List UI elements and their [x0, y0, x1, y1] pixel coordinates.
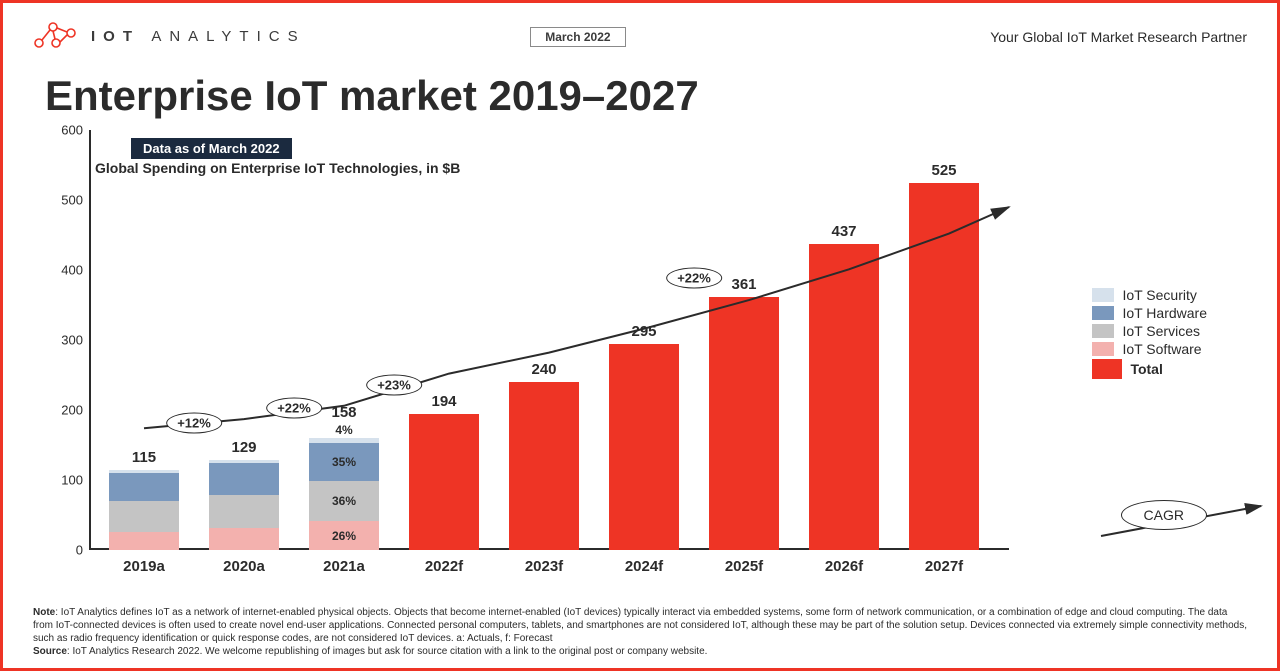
legend-label: Total [1130, 361, 1162, 377]
x-label: 2021a [299, 558, 389, 575]
legend-item-software: IoT Software [1092, 341, 1207, 357]
growth-bubble: +22% [266, 397, 322, 418]
chart: Data as of March 2022 Global Spending on… [45, 130, 1247, 580]
growth-bubble: +22% [666, 268, 722, 289]
brand-text: IOT ANALYTICS [91, 28, 306, 45]
legend-item-security: IoT Security [1092, 287, 1207, 303]
x-label: 2025f [699, 558, 789, 575]
logo-group: IOT ANALYTICS [33, 19, 306, 54]
network-icon [33, 19, 77, 54]
x-label: 2023f [499, 558, 589, 575]
y-tick: 300 [49, 333, 83, 348]
cagr-indicator: CAGR [1121, 500, 1207, 530]
x-label: 2020a [199, 558, 289, 575]
y-tick: 200 [49, 403, 83, 418]
legend-label: IoT Services [1122, 323, 1200, 339]
tagline: Your Global IoT Market Research Partner [990, 29, 1247, 45]
y-tick: 600 [49, 123, 83, 138]
legend-label: IoT Software [1122, 341, 1201, 357]
legend-swatch [1092, 342, 1114, 356]
y-tick: 0 [49, 543, 83, 558]
chart-date-badge: Data as of March 2022 [131, 138, 292, 159]
legend-swatch [1092, 359, 1122, 379]
chart-subtitle: Global Spending on Enterprise IoT Techno… [95, 160, 460, 176]
legend-swatch [1092, 306, 1114, 320]
x-label: 2024f [599, 558, 689, 575]
legend-swatch [1092, 288, 1114, 302]
cagr-label: CAGR [1121, 500, 1207, 530]
legend-item-hardware: IoT Hardware [1092, 305, 1207, 321]
y-tick: 400 [49, 263, 83, 278]
x-label: 2027f [899, 558, 989, 575]
footnote: Note: IoT Analytics defines IoT as a net… [33, 606, 1247, 658]
growth-bubble: +23% [366, 374, 422, 395]
trend-arrow [89, 130, 1009, 550]
x-label: 2022f [399, 558, 489, 575]
header: IOT ANALYTICS March 2022 Your Global IoT… [3, 3, 1277, 54]
y-tick: 100 [49, 473, 83, 488]
legend-label: IoT Hardware [1122, 305, 1207, 321]
legend-item-total: Total [1092, 359, 1207, 379]
y-tick: 500 [49, 193, 83, 208]
growth-bubble: +12% [166, 412, 222, 433]
legend-swatch [1092, 324, 1114, 338]
page-title: Enterprise IoT market 2019–2027 [3, 54, 1277, 120]
legend: IoT Security IoT Hardware IoT Services IoT … [1092, 285, 1207, 381]
plot-area: 01002003004005006001152019a1292020a26%36… [89, 130, 1009, 550]
x-label: 2026f [799, 558, 889, 575]
date-badge: March 2022 [530, 27, 625, 47]
legend-item-services: IoT Services [1092, 323, 1207, 339]
x-label: 2019a [99, 558, 189, 575]
legend-label: IoT Security [1122, 287, 1196, 303]
